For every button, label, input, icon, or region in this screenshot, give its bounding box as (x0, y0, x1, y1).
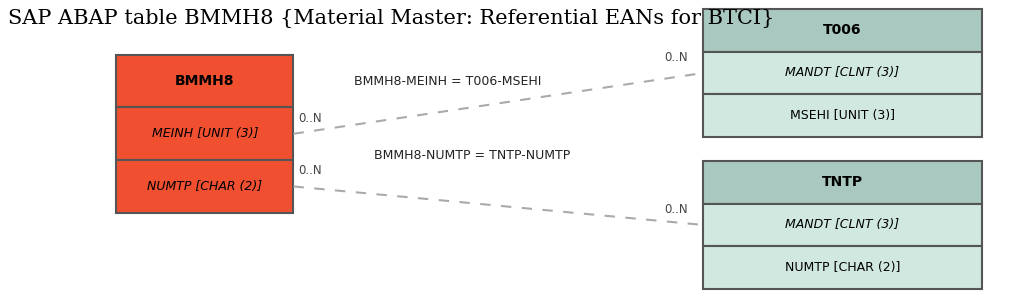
Bar (116, 107, 293, 160)
Text: NUMTP [CHAR (2)]: NUMTP [CHAR (2)] (148, 180, 262, 193)
Text: MANDT [CLNT (3)]: MANDT [CLNT (3)] (785, 219, 899, 231)
Bar (703, 52, 981, 94)
Text: NUMTP [CHAR (2)]: NUMTP [CHAR (2)] (784, 261, 900, 274)
Text: T006: T006 (822, 23, 861, 37)
Text: 0..N: 0..N (298, 164, 321, 177)
Bar (116, 55, 293, 107)
Text: MANDT [CLNT (3)]: MANDT [CLNT (3)] (785, 67, 899, 79)
Bar (703, 161, 981, 204)
Text: MEINH [UNIT (3)]: MEINH [UNIT (3)] (152, 127, 258, 140)
Text: 0..N: 0..N (664, 51, 687, 64)
Bar (703, 94, 981, 137)
Text: MSEHI [UNIT (3)]: MSEHI [UNIT (3)] (790, 109, 894, 122)
Bar (703, 246, 981, 289)
Text: TNTP: TNTP (821, 175, 862, 189)
Bar (703, 204, 981, 246)
Text: BMMH8: BMMH8 (175, 74, 235, 88)
Bar (116, 160, 293, 213)
Text: BMMH8-NUMTP = TNTP-NUMTP: BMMH8-NUMTP = TNTP-NUMTP (374, 149, 570, 162)
Bar (703, 9, 981, 52)
Text: BMMH8-MEINH = T006-MSEHI: BMMH8-MEINH = T006-MSEHI (354, 75, 541, 88)
Text: SAP ABAP table BMMH8 {Material Master: Referential EANs for BTCI}: SAP ABAP table BMMH8 {Material Master: R… (8, 9, 773, 28)
Text: 0..N: 0..N (664, 203, 687, 216)
Text: 0..N: 0..N (298, 112, 321, 125)
